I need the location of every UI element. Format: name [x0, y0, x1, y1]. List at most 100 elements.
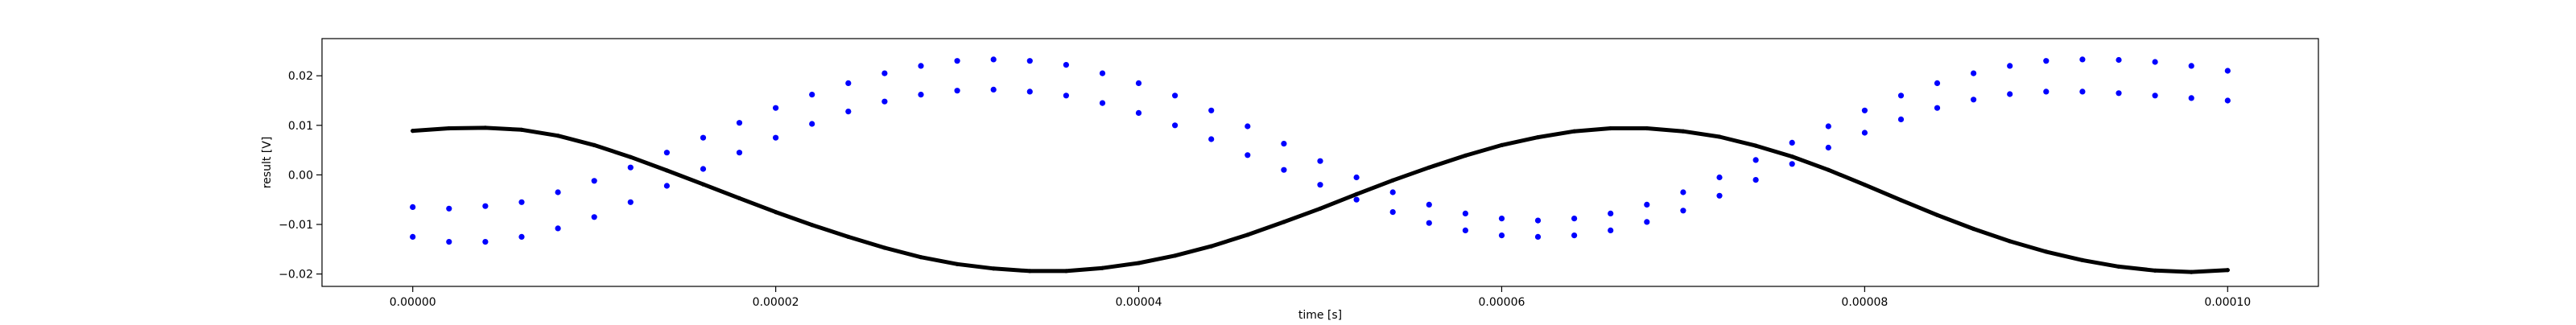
data-point [809, 121, 815, 127]
data-point [881, 98, 888, 105]
data-point [1208, 136, 1215, 142]
data-point [1862, 183, 1867, 187]
data-point [1571, 232, 1578, 239]
data-point [1063, 62, 1069, 68]
y-tick-label: −0.02 [279, 269, 313, 282]
data-point [1644, 201, 1650, 208]
data-point [411, 129, 415, 134]
data-point [1389, 189, 1396, 195]
plot-frame [321, 38, 2319, 287]
data-point [2043, 58, 2050, 64]
data-point [1099, 100, 1106, 106]
data-point [1716, 192, 1723, 199]
data-point [1971, 70, 1977, 76]
data-point [1897, 116, 1905, 122]
data-point [1608, 227, 1614, 233]
data-point [663, 183, 671, 189]
data-point [1027, 269, 1032, 274]
data-point [1099, 70, 1106, 76]
data-point [1389, 209, 1396, 216]
data-point [846, 234, 851, 239]
data-point [881, 70, 888, 76]
data-point [447, 125, 452, 131]
data-point [410, 204, 416, 210]
data-point [1825, 144, 1831, 151]
data-point [482, 239, 489, 245]
data-point [1680, 189, 1686, 195]
data-point [1645, 125, 1649, 131]
data-point [990, 56, 997, 63]
data-point [1971, 97, 1977, 103]
data-point [736, 120, 743, 126]
data-point [483, 125, 488, 130]
data-point [2153, 268, 2157, 273]
data-point [1789, 139, 1795, 146]
data-point [774, 210, 778, 215]
x-tick-label: 0.00002 [753, 296, 799, 309]
data-point [1172, 93, 1179, 99]
data-point [1789, 161, 1795, 167]
series-2 [410, 86, 2231, 245]
data-point [2116, 90, 2122, 97]
data-point [918, 92, 924, 98]
data-point [2007, 63, 2013, 69]
data-point [2007, 91, 2013, 97]
data-point [2044, 249, 2049, 254]
series-1 [410, 56, 2231, 224]
data-point [991, 266, 996, 271]
y-axis-label: result [V] [261, 137, 274, 189]
data-point [518, 233, 525, 240]
data-point [1100, 265, 1105, 270]
y-tick-label: 0.00 [288, 169, 313, 182]
data-point [664, 168, 670, 173]
data-point [2079, 56, 2086, 63]
data-point [1173, 253, 1178, 258]
data-point [1644, 219, 1650, 225]
data-point [2225, 268, 2230, 273]
x-axis-label: time [s] [1298, 309, 1342, 322]
series-0-trace [411, 125, 2230, 274]
data-point [1426, 201, 1432, 208]
data-point [2008, 239, 2013, 244]
data-point [1534, 217, 1542, 224]
data-point [1209, 244, 1214, 249]
data-point [1971, 226, 1976, 232]
data-point [700, 134, 707, 141]
data-point [1063, 93, 1069, 99]
data-point [1317, 158, 1323, 164]
data-point [1534, 233, 1542, 240]
data-point [1463, 153, 1468, 158]
data-point [519, 127, 524, 132]
data-point [1026, 58, 1033, 64]
data-point [627, 164, 634, 171]
data-point [1426, 165, 1431, 170]
data-point [2188, 63, 2194, 69]
y-tick-label: 0.01 [288, 120, 313, 133]
data-point [555, 134, 560, 138]
data-point [1717, 134, 1722, 139]
data-point [1390, 178, 1395, 183]
data-point [1861, 107, 1868, 113]
data-point [2188, 95, 2194, 101]
data-point [954, 58, 960, 64]
series-0 [411, 125, 2230, 274]
data-point [736, 150, 743, 156]
data-point [446, 205, 452, 212]
data-point [1499, 142, 1505, 147]
data-point [482, 203, 489, 209]
data-point [410, 233, 416, 240]
data-point [1498, 232, 1505, 239]
data-point [518, 199, 525, 205]
data-point [882, 245, 887, 250]
data-point [1317, 182, 1323, 188]
data-point [1281, 141, 1287, 147]
data-point [2043, 88, 2050, 95]
data-point [773, 134, 779, 141]
data-point [1934, 80, 1941, 86]
data-point [1462, 210, 1468, 216]
data-point [737, 195, 742, 200]
data-point [1535, 135, 1541, 140]
data-point [809, 92, 815, 98]
x-tick-label: 0.00004 [1116, 296, 1162, 309]
